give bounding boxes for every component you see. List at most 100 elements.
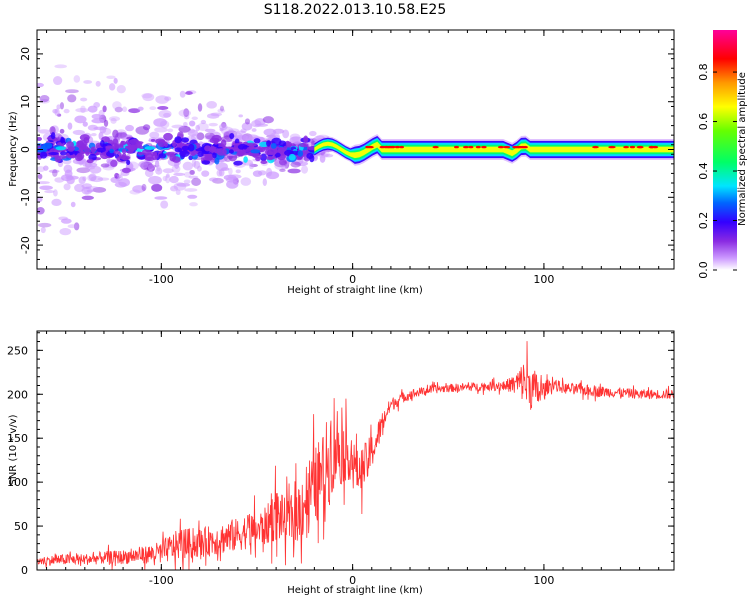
energy-blob: [268, 147, 278, 155]
energy-blob: [179, 150, 190, 157]
noise-blob: [141, 183, 147, 191]
noise-blob: [218, 123, 228, 131]
noise-blob: [193, 160, 201, 169]
energy-blob: [86, 159, 94, 164]
noise-blob: [228, 167, 233, 175]
noise-blob: [112, 101, 122, 110]
noise-blob: [235, 169, 241, 174]
noise-blob: [122, 106, 128, 113]
noise-blob: [114, 106, 123, 113]
noise-blob: [48, 169, 60, 173]
noise-blob: [59, 228, 72, 236]
noise-blob: [154, 127, 168, 133]
energy-blob: [253, 154, 263, 159]
noise-blob: [184, 171, 192, 178]
energy-blob: [83, 147, 91, 153]
energy-blob: [67, 155, 74, 159]
energy-blob: [201, 160, 211, 165]
energy-blob: [187, 143, 195, 152]
noise-blob: [85, 186, 99, 190]
noise-blob: [113, 77, 118, 84]
noise-blob: [137, 106, 144, 111]
noise-blob: [184, 188, 198, 192]
energy-blob: [126, 159, 131, 166]
noise-blob: [108, 116, 121, 122]
noise-blob: [132, 185, 146, 193]
noise-blob: [197, 103, 203, 112]
hot-spot: [463, 145, 469, 149]
noise-blob: [154, 160, 160, 168]
energy-blob: [285, 140, 291, 147]
noise-blob: [37, 196, 43, 203]
noise-blob: [218, 168, 225, 177]
noise-blob: [54, 64, 67, 69]
noise-blob: [73, 222, 80, 231]
noise-blob: [178, 109, 191, 117]
noise-blob: [86, 189, 94, 193]
energy-blob: [128, 139, 140, 145]
energy-blob: [299, 142, 309, 148]
noise-blob: [63, 108, 70, 114]
noise-blob: [201, 170, 210, 177]
noise-blob: [39, 95, 50, 103]
noise-blob: [141, 93, 153, 99]
hot-spot: [629, 145, 636, 149]
noise-blob: [67, 122, 73, 130]
colorbar-tick-label: 0.4: [697, 162, 710, 180]
energy-blob: [243, 156, 248, 163]
energy-blob: [306, 152, 314, 159]
noise-blob: [121, 131, 128, 141]
energy-blob: [169, 153, 177, 162]
noise-blob: [162, 168, 174, 174]
energy-blob: [288, 153, 296, 161]
x-tick-label: -100: [149, 574, 174, 587]
noise-blob: [121, 167, 131, 174]
energy-blob: [229, 132, 235, 140]
noise-blob: [103, 119, 109, 127]
noise-blob: [196, 132, 205, 141]
energy-blob: [90, 146, 97, 154]
noise-blob: [117, 174, 122, 179]
noise-blob: [200, 119, 207, 125]
noise-blob: [175, 189, 181, 196]
energy-blob: [120, 140, 127, 146]
noise-blob: [59, 128, 65, 134]
noise-blob: [183, 179, 191, 184]
energy-blob: [270, 142, 277, 149]
noise-blob: [252, 170, 263, 177]
energy-blob: [163, 141, 169, 147]
energy-blob: [109, 148, 114, 154]
hot-spot: [648, 145, 655, 149]
hot-spot: [608, 145, 616, 149]
noise-blob: [251, 128, 257, 132]
noise-blob: [110, 117, 117, 124]
noise-blob: [154, 196, 168, 200]
colorbar-tick-label: 0.6: [697, 113, 710, 130]
energy-blob: [174, 147, 183, 153]
snr-frame: [36, 330, 675, 571]
hot-spot: [454, 145, 459, 149]
energy-blob: [191, 152, 196, 157]
y-tick-label: 150: [7, 432, 28, 445]
noise-blob: [144, 169, 154, 178]
noise-blob: [179, 90, 186, 98]
noise-blob: [208, 177, 219, 182]
energy-blob: [67, 146, 75, 152]
noise-blob: [37, 82, 44, 88]
energy-blob: [52, 138, 59, 142]
noise-blob: [163, 112, 171, 118]
hot-spot: [592, 145, 599, 149]
snr-panel: -100 0 100 0 50 100 150 200 250 Height of straig…: [7, 330, 675, 596]
energy-blob: [274, 152, 281, 158]
hot-spot: [394, 145, 400, 149]
energy-blob: [150, 138, 156, 142]
noise-blob: [81, 195, 94, 200]
energy-blob: [204, 145, 212, 152]
noise-blob: [309, 130, 317, 137]
colorbar-tick-label: 0.2: [697, 212, 710, 230]
snr-axes: -100 0 100 0 50 100 150 200 250: [7, 331, 674, 587]
noise-blob: [118, 178, 130, 187]
hot-spot: [475, 145, 481, 149]
energy-blob: [112, 138, 119, 146]
spectrogram-xlabel: Height of straight line (km): [287, 285, 423, 296]
